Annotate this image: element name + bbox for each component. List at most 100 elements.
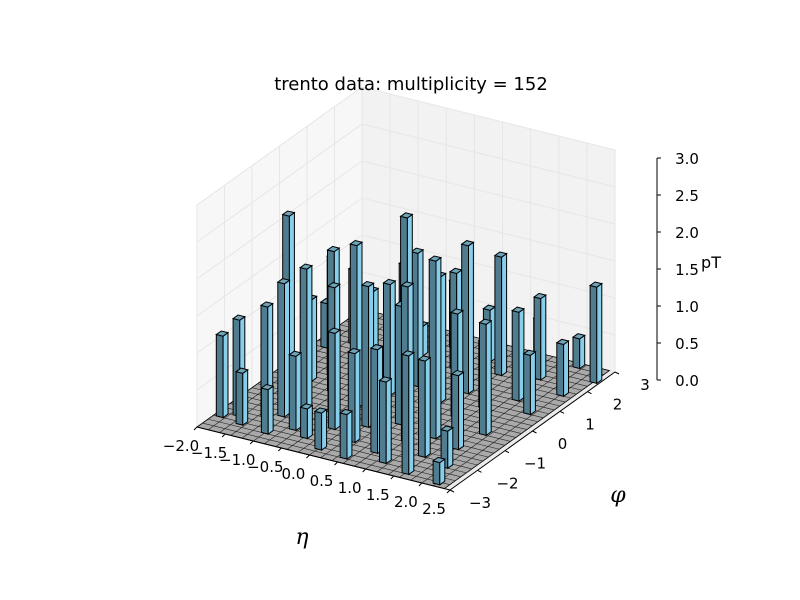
- grid-line: [196, 123, 616, 243]
- y-tick-label: −2: [496, 474, 518, 492]
- bar: [378, 376, 393, 465]
- bar-top-face: [378, 376, 393, 383]
- bar-top-face: [234, 367, 249, 374]
- z-tick-label: 1.0: [675, 298, 699, 316]
- x-tick-label: −0.5: [247, 458, 283, 476]
- bar-top-face: [339, 408, 354, 416]
- bar-side-face: [222, 331, 229, 419]
- bar-side-face: [563, 340, 569, 398]
- bar-top-face: [449, 308, 464, 315]
- bar-front-face: [479, 322, 487, 437]
- bar-side-face: [385, 377, 392, 465]
- y-tick-mark: [477, 469, 482, 473]
- bar: [299, 403, 314, 440]
- x-tick-mark: [249, 440, 254, 445]
- bar-front-face: [511, 309, 520, 402]
- x-tick-label: −1.0: [219, 451, 255, 469]
- bar: [588, 281, 603, 385]
- bar-top-face: [259, 301, 274, 308]
- y-tick-mark: [559, 410, 565, 414]
- bar: [522, 349, 537, 416]
- bar-top-face: [288, 350, 303, 357]
- bar-side-face: [540, 294, 547, 381]
- y-tick-mark: [532, 430, 537, 434]
- bar-front-face: [260, 387, 269, 435]
- bar-front-face: [235, 371, 244, 426]
- bar-side-face: [458, 371, 464, 451]
- bar-top-face: [326, 245, 341, 253]
- bar-top-face: [382, 278, 397, 286]
- x-tick-label: 2.5: [422, 500, 446, 518]
- x-tick-mark: [221, 433, 226, 438]
- grid-line: [196, 86, 616, 206]
- x-tick-mark: [362, 468, 367, 473]
- bar-top-face: [347, 347, 362, 355]
- x-tick-label: −1.5: [191, 444, 227, 462]
- bar-top-face: [299, 263, 314, 270]
- bar: [493, 251, 508, 377]
- x-tick-mark: [334, 461, 338, 466]
- bar: [276, 278, 291, 418]
- bar-front-face: [327, 331, 336, 431]
- bar: [460, 240, 475, 395]
- bar-front-face: [572, 336, 581, 370]
- x-tick-label: 0.5: [310, 472, 334, 490]
- grid-line: [196, 160, 616, 280]
- bar-top-face: [431, 456, 446, 464]
- z-tick-label: 0.0: [675, 372, 699, 390]
- bar-front-face: [589, 284, 598, 385]
- bar-side-face: [354, 349, 361, 444]
- bar-side-face: [485, 319, 492, 437]
- y-axis-label: φ: [610, 483, 626, 508]
- y-tick-label: 2: [613, 396, 623, 414]
- z-axis-label: pT: [701, 253, 721, 272]
- y-tick-mark: [587, 391, 592, 395]
- bar-top-face: [276, 278, 291, 285]
- bar-top-face: [410, 247, 425, 254]
- bar-top-face: [555, 338, 570, 346]
- bar-front-face: [300, 406, 308, 440]
- bar: [450, 369, 465, 451]
- bar-side-face: [408, 351, 415, 476]
- bar-side-face: [501, 252, 508, 377]
- bar-side-face: [529, 350, 536, 416]
- bar-front-face: [432, 460, 441, 486]
- bar-front-face: [361, 284, 370, 428]
- bar: [234, 367, 249, 427]
- x-tick-label: 0.0: [282, 465, 306, 483]
- bars-group: [215, 210, 603, 486]
- bar-front-face: [401, 353, 410, 476]
- bar-top-face: [215, 330, 230, 337]
- x-axis-line: [196, 426, 451, 491]
- floor-line: [213, 414, 461, 478]
- y-tick-label: −3: [469, 494, 491, 512]
- bar-side-face: [424, 356, 431, 459]
- bar-side-face: [439, 458, 446, 486]
- bar: [299, 263, 314, 419]
- x-tick-mark: [277, 447, 282, 452]
- bar-front-face: [370, 347, 379, 455]
- bar-top-face: [299, 403, 314, 410]
- bar-top-face: [450, 369, 465, 377]
- bar-front-face: [418, 358, 426, 458]
- bar: [511, 306, 526, 403]
- bar-side-face: [447, 426, 454, 470]
- bar-top-face: [400, 350, 415, 357]
- bar: [382, 278, 397, 397]
- bar-side-face: [435, 256, 442, 440]
- bar: [478, 318, 493, 437]
- x-tick-mark: [418, 482, 423, 487]
- bar-side-face: [518, 307, 525, 403]
- bar-top-face: [478, 318, 493, 325]
- x-tick-label: 1.5: [366, 486, 390, 504]
- y-tick-mark: [449, 489, 455, 493]
- bar: [313, 407, 328, 452]
- bar-side-face: [334, 328, 341, 431]
- bar-top-face: [313, 407, 328, 414]
- bar: [428, 255, 443, 440]
- bar-top-face: [532, 292, 547, 300]
- bar-side-face: [306, 264, 313, 419]
- bar-front-face: [215, 333, 224, 419]
